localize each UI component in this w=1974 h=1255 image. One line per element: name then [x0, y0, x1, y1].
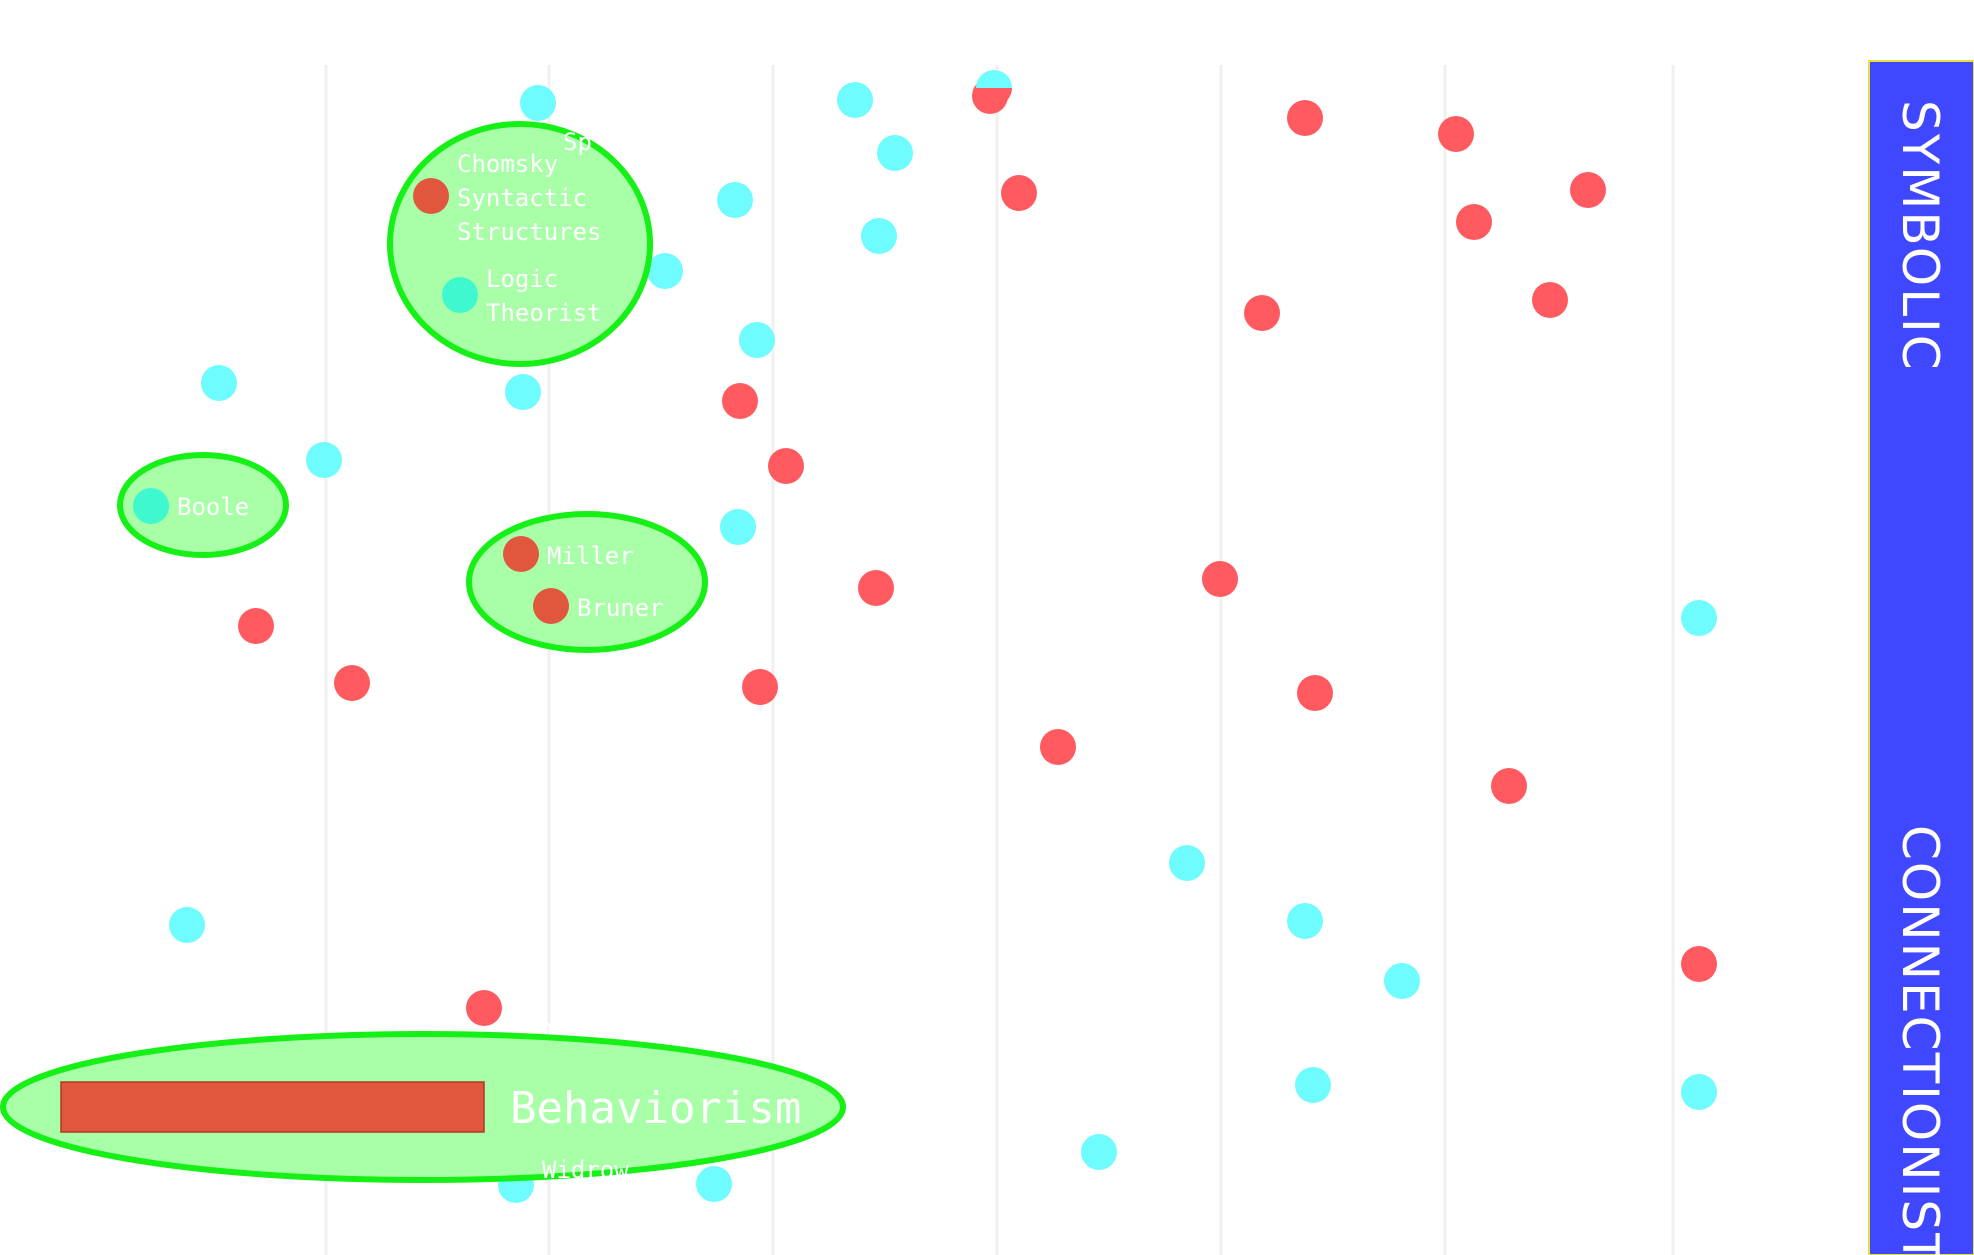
connectionist-point — [505, 374, 541, 410]
connectionist-point — [861, 218, 897, 254]
background-points — [169, 78, 1717, 1203]
symbolic-point — [1244, 295, 1280, 331]
symbolic-point — [1438, 116, 1474, 152]
label-bruner: Bruner — [577, 594, 664, 622]
symbolic-point — [1532, 282, 1568, 318]
connectionist-point — [1681, 1074, 1717, 1110]
highlight-cluster-boole: Boole — [117, 452, 289, 558]
connectionist-point — [1169, 845, 1205, 881]
highlight-point-miller — [503, 536, 539, 572]
label-line: Syntactic — [457, 184, 587, 212]
sidebar-panel — [1868, 60, 1974, 1255]
connectionist-point — [1384, 963, 1420, 999]
highlight-point-bruner — [533, 588, 569, 624]
label-boole: Boole — [177, 493, 249, 521]
split-points — [976, 70, 1012, 106]
connectionist-point — [647, 253, 683, 289]
symbolic-point — [334, 665, 370, 701]
symbolic-point — [858, 570, 894, 606]
symbolic-point — [1297, 675, 1333, 711]
connectionist-point — [1681, 600, 1717, 636]
partial-label: Sp — [563, 128, 592, 156]
symbolic-point — [1287, 100, 1323, 136]
connectionist-point — [201, 365, 237, 401]
highlight-point-chomsky — [413, 178, 449, 214]
connectionist-point — [837, 82, 873, 118]
highlight-ellipse — [466, 511, 708, 653]
connectionist-point — [169, 907, 205, 943]
split-point-bottom — [976, 88, 1012, 106]
symbolic-point — [768, 448, 804, 484]
highlight-point-boole — [133, 488, 169, 524]
label-line: Theorist — [486, 299, 602, 327]
highlight-cluster-chomsky: Sp Chomsky Syntactic Structures Logic Th… — [387, 121, 653, 367]
symbolic-point — [722, 383, 758, 419]
connectionist-point — [717, 182, 753, 218]
connectionist-point — [696, 1166, 732, 1202]
label-line: Chomsky — [457, 150, 558, 178]
symbolic-point — [1202, 561, 1238, 597]
category-sidebar: SYMBOLIC CONNECTIONIST — [1868, 60, 1974, 1255]
connectionist-point — [1295, 1067, 1331, 1103]
label-miller: Miller — [547, 542, 634, 570]
highlight-ellipse — [117, 452, 289, 558]
symbolic-point — [1040, 729, 1076, 765]
highlight-point-logic-theorist — [442, 277, 478, 313]
sidebar-label-symbolic: SYMBOLIC — [1891, 100, 1949, 372]
partial-label-bottom: Widrow — [542, 1156, 629, 1184]
highlight-cluster-behaviorism: Beha Behaviorism Widrow — [0, 1014, 846, 1184]
connectionist-point — [877, 135, 913, 171]
connectionist-point — [720, 509, 756, 545]
label-line: Structures — [457, 218, 602, 246]
split-point-top — [976, 70, 1012, 88]
label-behaviorism: Behaviorism — [510, 1083, 801, 1134]
label-logic-theorist: Logic Theorist — [486, 265, 602, 327]
symbolic-point — [742, 669, 778, 705]
symbolic-point — [1001, 175, 1037, 211]
symbolic-point — [238, 608, 274, 644]
symbolic-point — [1570, 172, 1606, 208]
highlight-cluster-miller-bruner: Miller Bruner — [466, 511, 708, 653]
symbolic-point — [1681, 946, 1717, 982]
label-chomsky: Chomsky Syntactic Structures — [457, 150, 602, 246]
behaviorism-bar — [60, 1081, 485, 1133]
symbolic-point — [1456, 204, 1492, 240]
connectionist-point — [1081, 1134, 1117, 1170]
symbolic-point — [1491, 768, 1527, 804]
connectionist-point — [739, 322, 775, 358]
connectionist-point — [520, 85, 556, 121]
sidebar-label-connectionist: CONNECTIONIST — [1891, 825, 1949, 1255]
label-line: Logic — [486, 265, 558, 293]
connectionist-point — [1287, 903, 1323, 939]
symbolic-point — [466, 990, 502, 1026]
connectionist-point — [306, 442, 342, 478]
